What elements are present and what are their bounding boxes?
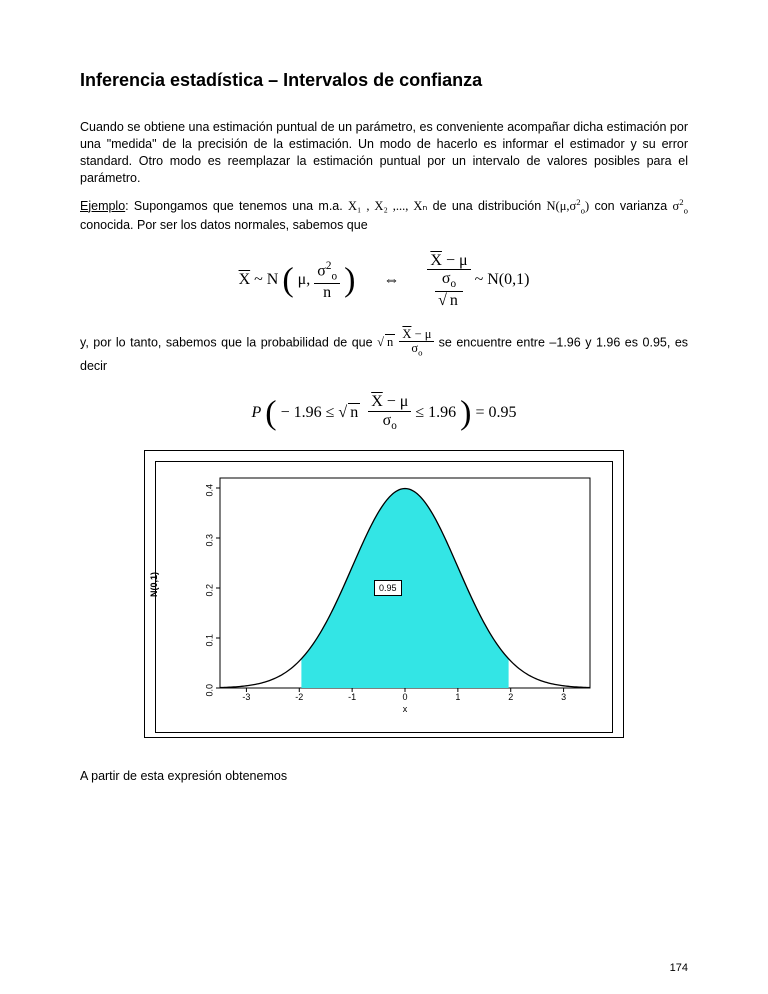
chart-y-axis-title: N(0,1) bbox=[149, 572, 159, 597]
svg-text:0.4: 0.4 bbox=[204, 484, 214, 497]
svg-text:-3: -3 bbox=[242, 692, 250, 702]
svg-text:-2: -2 bbox=[295, 692, 303, 702]
svg-text:0: 0 bbox=[402, 692, 407, 702]
equation-distribution: X ~ N ( μ, σ2o n ) ⇔ X − μ σo √n bbox=[80, 252, 688, 310]
probability-paragraph: y, por lo tanto, sabemos que la probabil… bbox=[80, 328, 688, 376]
page-title: Inferencia estadística – Intervalos de c… bbox=[80, 70, 688, 91]
svg-text:2: 2 bbox=[508, 692, 513, 702]
svg-text:x: x bbox=[403, 704, 408, 714]
variance-symbol: σ2o bbox=[672, 199, 688, 213]
example-text-a: : Supongamos que tenemos una m.a. bbox=[125, 199, 348, 213]
distribution-symbol: N(μ,σ2o) bbox=[547, 199, 590, 213]
sample-sequence: X₁ , X₂ ,..., Xₙ bbox=[348, 199, 427, 213]
equation-probability: P ( − 1.96 ≤ √n X − μ σo ≤ 1.96 ) = 0.95 bbox=[80, 393, 688, 432]
example-paragraph: Ejemplo: Supongamos que tenemos una m.a.… bbox=[80, 197, 688, 234]
chart-inner-frame: N(0,1) 0.00.10.20.30.4-3-2-10123x 0.95 bbox=[155, 461, 613, 733]
closing-paragraph: A partir de esta expresión obtenemos bbox=[80, 768, 688, 785]
example-text-c: con varianza bbox=[594, 199, 672, 213]
iff-symbol: ⇔ bbox=[383, 271, 399, 288]
chart-outer-frame: N(0,1) 0.0 0.1 0.2 0.3 0.4 -3 -2 -1 0 1 2 3 x 0.95 bbox=[144, 450, 624, 738]
svg-text:0.2: 0.2 bbox=[204, 584, 214, 597]
svg-text:-1: -1 bbox=[348, 692, 356, 702]
example-text-b: de una distribución bbox=[427, 199, 546, 213]
svg-text:1: 1 bbox=[455, 692, 460, 702]
svg-text:0.3: 0.3 bbox=[204, 534, 214, 547]
page-number: 174 bbox=[670, 962, 688, 974]
svg-text:0.1: 0.1 bbox=[204, 634, 214, 647]
intro-paragraph: Cuando se obtiene una estimación puntual… bbox=[80, 119, 688, 187]
svg-text:3: 3 bbox=[561, 692, 566, 702]
inline-expression: √n X − μ σo bbox=[377, 335, 439, 349]
example-text-d: conocida. Por ser los datos normales, sa… bbox=[80, 218, 368, 232]
example-label: Ejemplo bbox=[80, 199, 125, 213]
chart-legend: 0.95 bbox=[374, 580, 402, 596]
svg-text:0.0: 0.0 bbox=[204, 684, 214, 697]
